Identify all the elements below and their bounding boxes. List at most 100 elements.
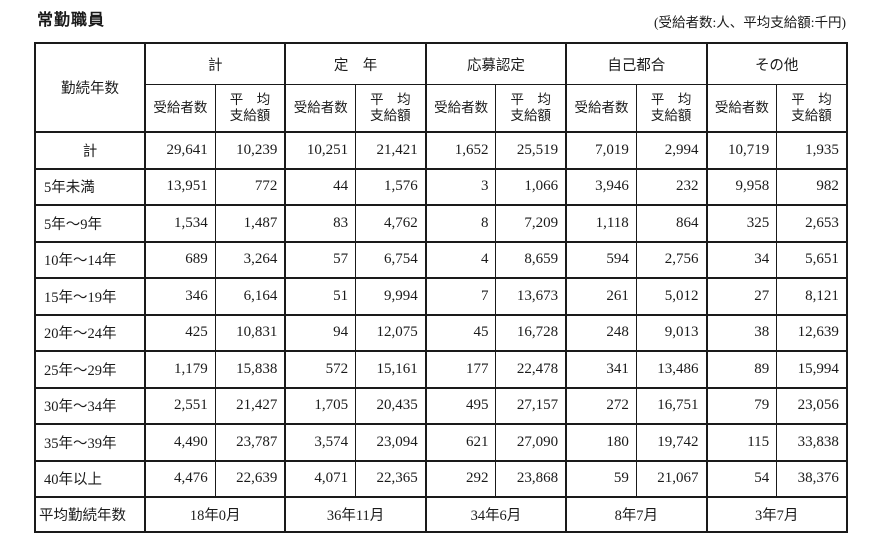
value-cell: 7 (424, 277, 496, 315)
value-cell: 54 (705, 459, 777, 497)
row-label-cell: 30年〜34年 (34, 386, 145, 424)
value-cell: 9,013 (635, 313, 707, 351)
value-cell: 2,994 (635, 131, 707, 169)
value-cell: 1,487 (214, 204, 286, 242)
value-cell: 89 (705, 350, 777, 388)
value-cell: 15,161 (355, 350, 426, 388)
row-label-cell: 25年〜29年 (34, 350, 145, 388)
value-cell: 15,994 (776, 350, 847, 388)
value-cell: 3,946 (565, 167, 637, 205)
value-cell: 621 (424, 423, 496, 461)
value-cell: 45 (424, 313, 496, 351)
value-cell: 1,652 (424, 131, 496, 169)
subheader-recipients: 受給者数 (424, 84, 496, 133)
value-cell: 272 (565, 386, 637, 424)
average-service-years-value: 18年0月 (143, 496, 286, 532)
value-cell: 33,838 (776, 423, 847, 461)
value-cell: 5,651 (776, 240, 847, 278)
value-cell: 4,762 (355, 204, 426, 242)
value-cell: 4 (424, 240, 496, 278)
value-cell: 8,659 (495, 240, 567, 278)
value-cell: 13,486 (635, 350, 707, 388)
group-header-personal-reasons: 自己都合 (565, 43, 707, 85)
value-cell: 6,164 (214, 277, 286, 315)
table-row: 5年〜9年 1,534 1,487 83 4,762 8 7,209 1,118 864 325 2… (34, 204, 847, 242)
value-cell: 115 (705, 423, 777, 461)
value-cell: 8 (424, 204, 496, 242)
row-label-cell: 40年以上 (34, 459, 145, 497)
subheader-average-amount: 平 均 支給額 (355, 84, 426, 133)
subheader-average-amount: 平 均 支給額 (495, 84, 567, 133)
value-cell: 13,673 (495, 277, 567, 315)
value-cell: 83 (284, 204, 356, 242)
value-cell: 689 (143, 240, 216, 278)
value-cell: 23,787 (214, 423, 286, 461)
value-cell: 180 (565, 423, 637, 461)
value-cell: 51 (284, 277, 356, 315)
table-row: 計 29,641 10,239 10,251 21,421 1,652 25,519 7,01… (34, 131, 847, 169)
group-header-other: その他 (705, 43, 847, 85)
value-cell: 23,868 (495, 459, 567, 497)
table-row: 40年以上 4,476 22,639 4,071 22,365 292 23,868 59 21… (34, 459, 847, 497)
value-cell: 59 (565, 459, 637, 497)
average-service-years-value: 36年11月 (284, 496, 426, 532)
value-cell: 2,551 (143, 386, 216, 424)
average-service-years-value: 8年7月 (565, 496, 707, 532)
value-cell: 495 (424, 386, 496, 424)
table-body: 計 29,641 10,239 10,251 21,421 1,652 25,519 7,01… (34, 131, 847, 497)
row-label-cell: 5年未満 (34, 167, 145, 205)
table-row: 10年〜14年 689 3,264 57 6,754 4 8,659 594 2,756 34 5,… (34, 240, 847, 278)
value-cell: 25,519 (495, 131, 567, 169)
value-cell: 292 (424, 459, 496, 497)
subheader-recipients: 受給者数 (143, 84, 216, 133)
value-cell: 9,994 (355, 277, 426, 315)
value-cell: 3 (424, 167, 496, 205)
subheader-average-amount: 平 均 支給額 (776, 84, 847, 133)
value-cell: 341 (565, 350, 637, 388)
group-header-mandatory-retirement: 定 年 (284, 43, 426, 85)
value-cell: 13,951 (143, 167, 216, 205)
value-cell: 7,209 (495, 204, 567, 242)
average-service-years-value: 34年6月 (424, 496, 567, 532)
value-cell: 572 (284, 350, 356, 388)
value-cell: 22,365 (355, 459, 426, 497)
years-of-service-header: 勤続年数 (34, 43, 145, 132)
value-cell: 1,935 (776, 131, 847, 169)
value-cell: 3,574 (284, 423, 356, 461)
table-row: 30年〜34年 2,551 21,427 1,705 20,435 495 27,157 27… (34, 386, 847, 424)
value-cell: 177 (424, 350, 496, 388)
value-cell: 3,264 (214, 240, 286, 278)
row-label-cell: 5年〜9年 (34, 204, 145, 242)
value-cell: 2,756 (635, 240, 707, 278)
group-header-row: 勤続年数 計 定 年 応募認定 自己都合 その他 (34, 43, 847, 132)
value-cell: 9,958 (705, 167, 777, 205)
value-cell: 23,056 (776, 386, 847, 424)
value-cell: 1,705 (284, 386, 356, 424)
value-cell: 15,838 (214, 350, 286, 388)
value-cell: 57 (284, 240, 356, 278)
severance-pay-table: 勤続年数 計 定 年 応募認定 自己都合 その他 受給者数 平 均 支給額 受給… (34, 42, 848, 533)
value-cell: 1,066 (495, 167, 567, 205)
value-cell: 44 (284, 167, 356, 205)
sub-header-row: 受給者数 平 均 支給額 受給者数 平 均 支給額 受給者数 平 均 支給額 受… (35, 84, 847, 133)
row-label-cell: 35年〜39年 (34, 423, 145, 461)
unit-note: (受給者数:人、平均支給額:千円) (654, 15, 846, 30)
subheader-average-amount: 平 均 支給額 (214, 84, 286, 133)
value-cell: 27 (705, 277, 777, 315)
value-cell: 10,831 (214, 313, 286, 351)
value-cell: 261 (565, 277, 637, 315)
value-cell: 982 (776, 167, 847, 205)
value-cell: 16,728 (495, 313, 567, 351)
value-cell: 22,639 (214, 459, 286, 497)
value-cell: 248 (565, 313, 637, 351)
value-cell: 12,075 (355, 313, 426, 351)
group-header-total: 計 (143, 43, 286, 85)
value-cell: 6,754 (355, 240, 426, 278)
subheader-recipients: 受給者数 (565, 84, 637, 133)
value-cell: 10,251 (284, 131, 356, 169)
value-cell: 4,071 (284, 459, 356, 497)
value-cell: 21,427 (214, 386, 286, 424)
value-cell: 38 (705, 313, 777, 351)
value-cell: 16,751 (635, 386, 707, 424)
